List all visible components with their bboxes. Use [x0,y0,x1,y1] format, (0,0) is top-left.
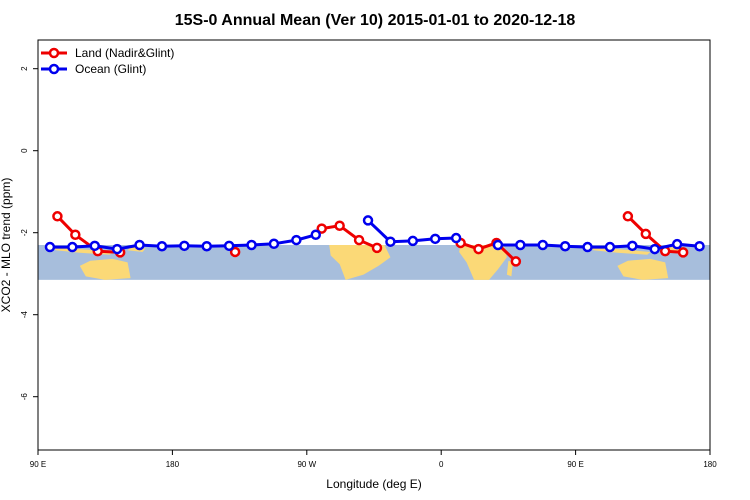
data-point [640,228,652,240]
data-point [44,241,56,253]
series-line [56,215,121,254]
data-point [52,211,63,222]
legend-swatch-marker [48,47,60,59]
data-point [89,240,100,252]
data-point [510,256,522,267]
data-point [627,240,638,252]
data-point [362,215,374,226]
axes: 90 E 180 90 W 0 90 E 180 2 0 -2 -4 -6 [20,66,717,469]
x-tick-label: 90 E [30,460,46,469]
data-point [291,234,302,246]
plot-series [44,211,705,267]
y-axis-label: XCO2 - MLO trend (ppm) [0,178,13,313]
data-point [604,241,616,253]
y-tick-label: -6 [20,393,29,401]
series-line [460,241,517,263]
data-point [134,239,145,251]
data-point [622,211,634,222]
data-point [582,241,593,253]
x-axis-label: Longitude (deg E) [326,477,421,491]
y-tick-label: 2 [20,66,29,71]
data-point [537,239,548,251]
x-tick-label: 90 W [297,460,316,469]
data-point [268,238,280,250]
data-point [353,234,365,246]
land-shape [79,258,131,280]
data-point [334,220,345,231]
chart-title: 15S-0 Annual Mean (Ver 10) 2015-01-01 to… [175,12,576,29]
data-point [310,229,322,240]
data-point [201,240,212,252]
data-point [223,240,235,252]
land-shape [617,258,669,280]
data-point [515,239,526,251]
x-tick-label: 90 E [567,460,583,469]
series-0 [52,211,689,267]
plot-frame [37,39,711,451]
data-point [694,240,705,252]
data-point [70,229,81,240]
legend-entry: Ocean (Glint) [75,62,146,76]
series-1 [44,215,705,255]
y-tick-label: -2 [20,229,29,237]
data-point [429,233,441,245]
x-tick-label: 0 [439,460,444,469]
data-point [111,243,123,255]
data-point [179,240,190,252]
land-shape [506,260,513,277]
data-point [407,235,419,247]
series-line [497,242,700,251]
series-line [626,215,684,254]
y-tick-label: 0 [20,148,29,153]
x-tick-label: 180 [166,460,180,469]
data-point [492,239,504,251]
legend-entry: Land (Nadir&Glint) [75,46,174,60]
data-point [316,223,327,234]
series-line [321,224,378,250]
x-tick-label: 180 [703,460,717,469]
data-point [385,236,396,247]
y-tick-label: -4 [20,311,29,319]
data-point [229,246,241,258]
data-point [559,240,571,252]
land-shape [459,245,507,280]
legend-swatch-marker [48,63,60,75]
data-point [450,232,462,244]
data-point [677,247,689,258]
data-point [67,241,78,253]
data-point [671,238,683,250]
data-point [371,242,383,254]
data-point [649,243,660,255]
data-point [246,239,257,251]
land-shape [329,245,391,280]
legend: Land (Nadir&Glint) Ocean (Glint) [41,46,174,76]
data-point [473,243,484,255]
data-point [156,240,168,252]
